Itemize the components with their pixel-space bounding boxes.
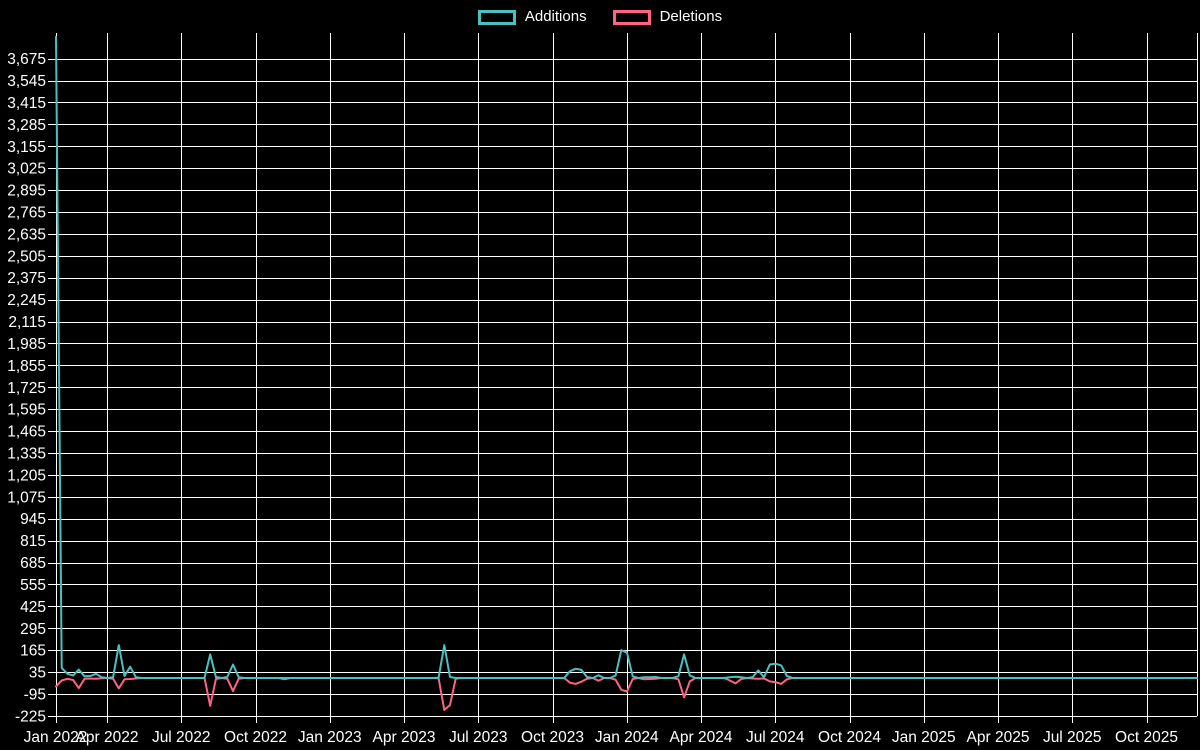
additions-swatch-icon [477, 9, 516, 25]
y-tick-label: 685 [20, 555, 46, 572]
x-tick-label: Jul 2025 [1043, 729, 1102, 746]
y-tick-label: 1,205 [7, 467, 46, 484]
y-tick-label: 1,465 [7, 424, 46, 441]
x-tick-label: Jul 2023 [449, 729, 508, 746]
y-tick-label: 3,415 [7, 95, 46, 112]
x-tick-label: Jan 2023 [298, 729, 362, 746]
y-tick-label: 2,505 [7, 248, 46, 265]
x-tick-label: Jan 2022 [24, 729, 88, 746]
x-tick-label: Apr 2025 [967, 729, 1030, 746]
legend-label-deletions: Deletions [659, 8, 723, 25]
y-tick-label: 3,545 [7, 73, 46, 90]
y-tick-label: 295 [20, 621, 46, 638]
y-tick-label: 2,765 [7, 205, 46, 222]
y-tick-label: 2,245 [7, 292, 46, 309]
y-tick-label: 2,895 [7, 183, 46, 200]
x-tick-label: Jan 2024 [595, 729, 659, 746]
y-tick-label: 2,635 [7, 226, 46, 243]
x-tick-label: Jul 2022 [152, 729, 211, 746]
x-tick-label: Oct 2022 [224, 729, 287, 746]
y-tick-label: 1,595 [7, 402, 46, 419]
legend-label-additions: Additions [524, 8, 587, 25]
y-tick-label: 3,155 [7, 139, 46, 156]
y-tick-label: 35 [29, 665, 46, 682]
x-tick-label: Jul 2024 [746, 729, 805, 746]
x-tick-label: Oct 2024 [818, 729, 881, 746]
x-tick-label: Apr 2023 [373, 729, 436, 746]
y-tick-label: -95 [24, 687, 46, 704]
y-tick-label: 1,335 [7, 446, 46, 463]
y-tick-label: 2,375 [7, 270, 46, 287]
y-tick-label: 815 [20, 533, 46, 550]
gridlines [48, 33, 1198, 723]
y-tick-label: 3,025 [7, 161, 46, 178]
y-tick-label: 555 [20, 577, 46, 594]
x-tick-label: Oct 2023 [521, 729, 584, 746]
x-tick-label: Jan 2025 [892, 729, 956, 746]
y-tick-label: 425 [20, 599, 46, 616]
legend-item-deletions[interactable]: Deletions [612, 8, 723, 26]
y-tick-label: 3,675 [7, 51, 46, 68]
y-tick-label: 945 [20, 511, 46, 528]
x-tick-label: Oct 2025 [1115, 729, 1178, 746]
y-tick-label: -225 [15, 708, 46, 725]
y-tick-label: 1,725 [7, 380, 46, 397]
chart-legend: Additions Deletions [0, 8, 1200, 26]
y-axis-labels: -225 -95 35 165 295 425 555 685 815 945 1,075 1,205… [7, 51, 46, 725]
additions-line [55, 35, 1198, 679]
deletions-swatch-icon [612, 9, 651, 25]
x-tick-label: Apr 2022 [76, 729, 139, 746]
y-tick-label: 3,285 [7, 117, 46, 134]
y-tick-label: 165 [20, 643, 46, 660]
y-tick-label: 1,075 [7, 489, 46, 506]
legend-item-additions[interactable]: Additions [477, 8, 587, 26]
y-tick-label: 2,115 [8, 314, 46, 331]
y-tick-label: 1,985 [7, 336, 46, 353]
y-tick-label: 1,855 [7, 358, 46, 375]
x-tick-label: Apr 2024 [670, 729, 733, 746]
